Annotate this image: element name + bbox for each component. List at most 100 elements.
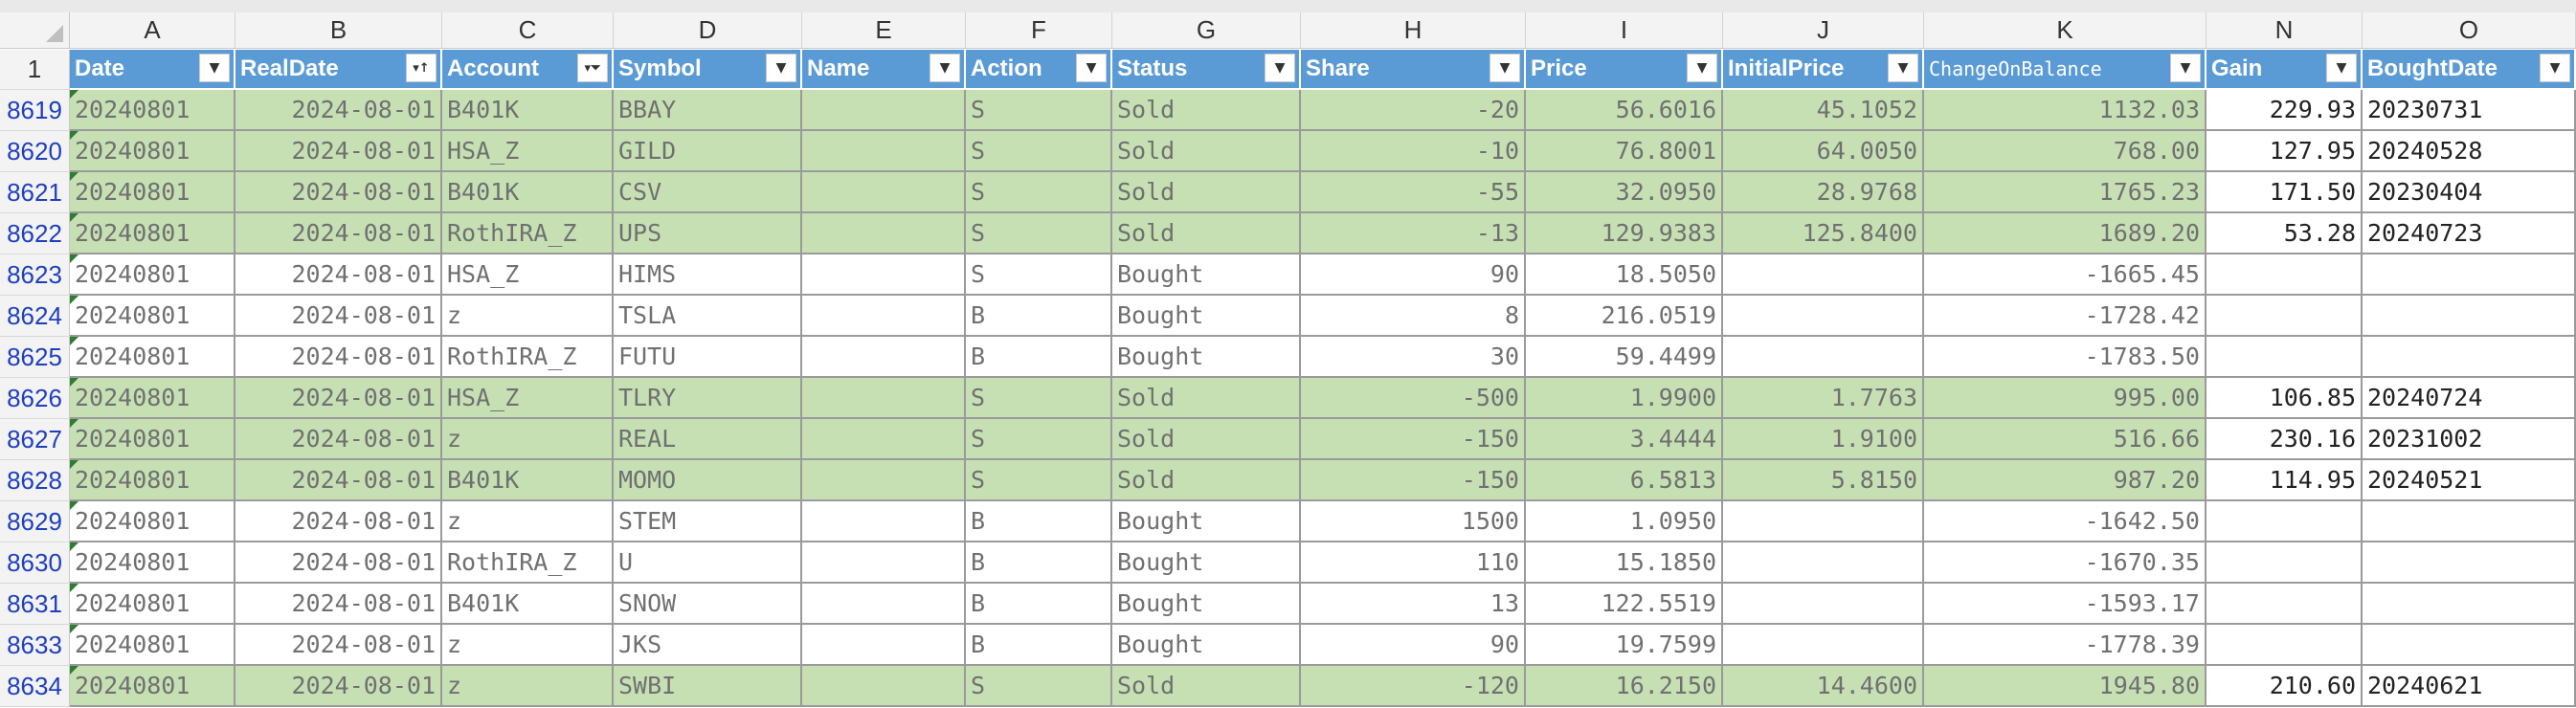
cell-name[interactable] [802, 90, 966, 131]
cell-account[interactable]: B401K [442, 584, 614, 625]
cell-price[interactable]: 16.2150 [1526, 666, 1723, 707]
row-header-8622[interactable]: 8622 [0, 213, 70, 254]
filter-dropdown-button[interactable]: ▼ [2540, 54, 2570, 82]
cell-initial[interactable]: 14.4600 [1723, 666, 1924, 707]
cell-realdate[interactable]: 2024-08-01 [235, 378, 442, 419]
cell-realdate[interactable]: 2024-08-01 [235, 584, 442, 625]
cell-date[interactable]: 20240801 [70, 131, 235, 172]
cell-bought[interactable]: 20240528 [2363, 131, 2576, 172]
cell-gain[interactable]: 53.28 [2206, 213, 2363, 254]
cell-change[interactable]: 1765.23 [1924, 172, 2206, 213]
cell-name[interactable] [802, 254, 966, 296]
cell-status[interactable]: Sold [1112, 90, 1301, 131]
row-header-8625[interactable]: 8625 [0, 337, 70, 378]
cell-share[interactable]: -20 [1301, 90, 1526, 131]
table-header-boughtdate[interactable]: BoughtDate ▼ [2363, 50, 2576, 90]
table-header-action[interactable]: Action ▼ [966, 50, 1112, 90]
cell-account[interactable]: B401K [442, 172, 614, 213]
cell-change[interactable]: 1945.80 [1924, 666, 2206, 707]
cell-date[interactable]: 20240801 [70, 584, 235, 625]
cell-price[interactable]: 129.9383 [1526, 213, 1723, 254]
table-header-share[interactable]: Share ▼ [1301, 50, 1526, 90]
cell-action[interactable]: B [966, 584, 1112, 625]
filter-dropdown-button[interactable]: ▼ [199, 54, 230, 82]
cell-status[interactable]: Sold [1112, 378, 1301, 419]
column-header-h[interactable]: H [1301, 12, 1526, 49]
cell-realdate[interactable]: 2024-08-01 [235, 666, 442, 707]
filter-dropdown-button[interactable]: ▼ [2170, 54, 2201, 82]
cell-name[interactable] [802, 296, 966, 337]
row-header-8619[interactable]: 8619 [0, 90, 70, 131]
cell-bought[interactable]: 20230404 [2363, 172, 2576, 213]
cell-price[interactable]: 19.7599 [1526, 625, 1723, 666]
filter-dropdown-button[interactable]: ▼ [1888, 54, 1918, 82]
cell-share[interactable]: -150 [1301, 460, 1526, 501]
cell-share[interactable]: -150 [1301, 419, 1526, 460]
cell-realdate[interactable]: 2024-08-01 [235, 501, 442, 542]
cell-name[interactable] [802, 419, 966, 460]
row-header-8626[interactable]: 8626 [0, 378, 70, 419]
cell-gain[interactable]: 114.95 [2206, 460, 2363, 501]
cell-initial[interactable]: 5.8150 [1723, 460, 1924, 501]
column-header-j[interactable]: J [1723, 12, 1924, 49]
cell-date[interactable]: 20240801 [70, 542, 235, 584]
cell-price[interactable]: 56.6016 [1526, 90, 1723, 131]
cell-action[interactable]: S [966, 460, 1112, 501]
filter-dropdown-button[interactable]: ▼ [1265, 54, 1295, 82]
cell-name[interactable] [802, 172, 966, 213]
cell-share[interactable]: -55 [1301, 172, 1526, 213]
cell-initial[interactable] [1723, 501, 1924, 542]
cell-change[interactable]: 516.66 [1924, 419, 2206, 460]
cell-symbol[interactable]: GILD [614, 131, 802, 172]
cell-change[interactable]: -1728.42 [1924, 296, 2206, 337]
cell-symbol[interactable]: U [614, 542, 802, 584]
cell-account[interactable]: z [442, 296, 614, 337]
cell-account[interactable]: RothIRA_Z [442, 542, 614, 584]
cell-status[interactable]: Sold [1112, 460, 1301, 501]
cell-bought[interactable] [2363, 625, 2576, 666]
table-header-name[interactable]: Name ▼ [802, 50, 966, 90]
cell-status[interactable]: Bought [1112, 625, 1301, 666]
cell-initial[interactable] [1723, 337, 1924, 378]
cell-change[interactable]: 768.00 [1924, 131, 2206, 172]
cell-status[interactable]: Bought [1112, 584, 1301, 625]
cell-share[interactable]: -13 [1301, 213, 1526, 254]
row-header-8633[interactable]: 8633 [0, 625, 70, 666]
cell-gain[interactable]: 171.50 [2206, 172, 2363, 213]
column-header-k[interactable]: K [1924, 12, 2206, 49]
cell-name[interactable] [802, 337, 966, 378]
cell-initial[interactable]: 64.0050 [1723, 131, 1924, 172]
cell-initial[interactable] [1723, 542, 1924, 584]
cell-bought[interactable] [2363, 337, 2576, 378]
cell-change[interactable]: -1670.35 [1924, 542, 2206, 584]
cell-action[interactable]: S [966, 213, 1112, 254]
cell-account[interactable]: B401K [442, 460, 614, 501]
cell-share[interactable]: 30 [1301, 337, 1526, 378]
cell-bought[interactable] [2363, 542, 2576, 584]
cell-action[interactable]: S [966, 172, 1112, 213]
cell-realdate[interactable]: 2024-08-01 [235, 419, 442, 460]
cell-symbol[interactable]: HIMS [614, 254, 802, 296]
cell-status[interactable]: Sold [1112, 172, 1301, 213]
cell-change[interactable]: 1689.20 [1924, 213, 2206, 254]
cell-share[interactable]: 1500 [1301, 501, 1526, 542]
column-header-d[interactable]: D [614, 12, 802, 49]
cell-bought[interactable]: 20231002 [2363, 419, 2576, 460]
cell-gain[interactable] [2206, 625, 2363, 666]
cell-gain[interactable]: 230.16 [2206, 419, 2363, 460]
cell-gain[interactable] [2206, 254, 2363, 296]
cell-price[interactable]: 6.5813 [1526, 460, 1723, 501]
cell-symbol[interactable]: CSV [614, 172, 802, 213]
cell-name[interactable] [802, 666, 966, 707]
cell-bought[interactable] [2363, 584, 2576, 625]
cell-bought[interactable]: 20230731 [2363, 90, 2576, 131]
cell-symbol[interactable]: MOMO [614, 460, 802, 501]
cell-bought[interactable] [2363, 254, 2576, 296]
cell-change[interactable]: -1665.45 [1924, 254, 2206, 296]
cell-share[interactable]: 110 [1301, 542, 1526, 584]
cell-gain[interactable] [2206, 542, 2363, 584]
cell-price[interactable]: 76.8001 [1526, 131, 1723, 172]
cell-status[interactable]: Sold [1112, 419, 1301, 460]
cell-initial[interactable] [1723, 625, 1924, 666]
